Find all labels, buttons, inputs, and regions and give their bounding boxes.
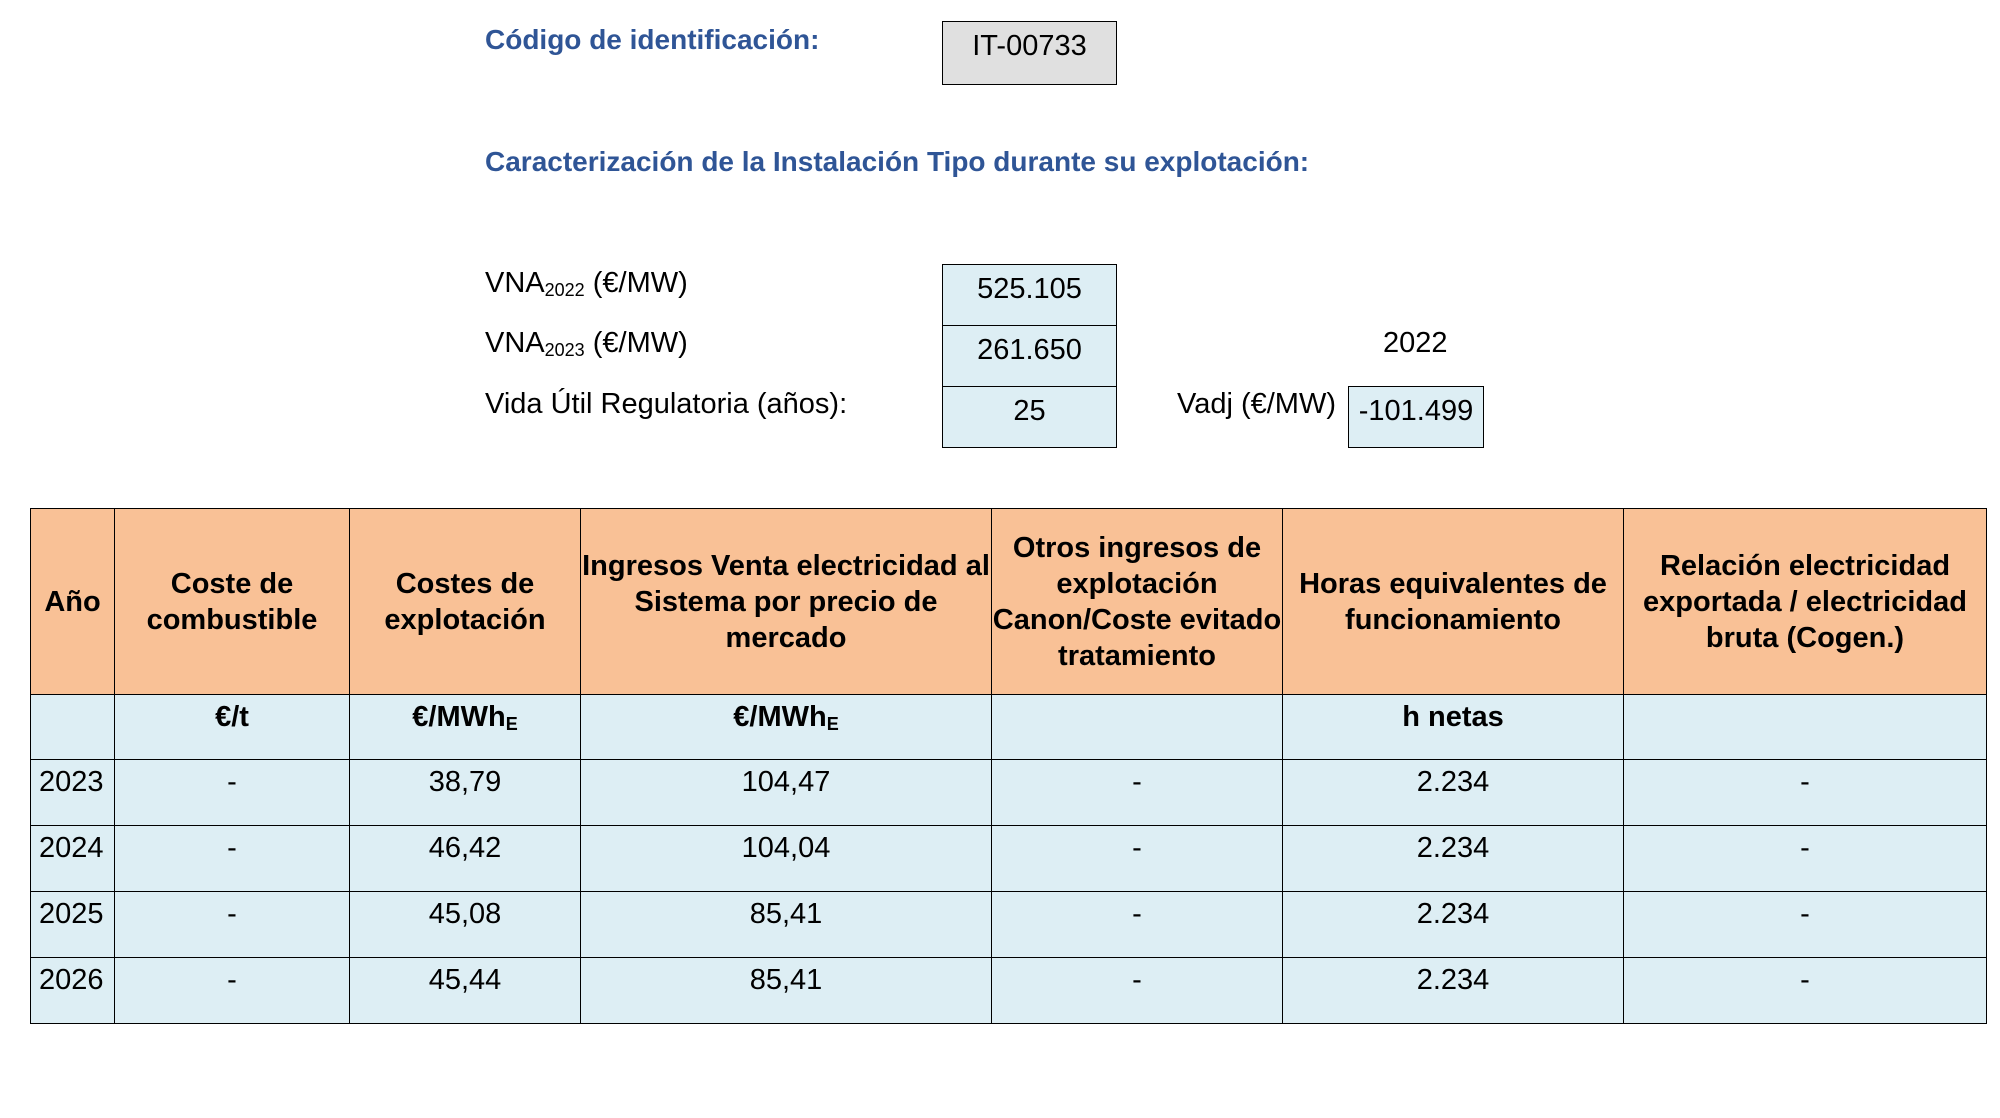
unit-relacion [1623, 694, 1987, 760]
vida-util-value-box: 25 [942, 386, 1117, 448]
cell-year: 2026 [30, 957, 115, 1024]
cell-ingresos: 104,47 [580, 759, 992, 826]
year-note: 2022 [1383, 327, 1448, 359]
col-header-ingresos: Ingresos Venta electricidad al Sistema p… [580, 508, 992, 695]
unit-horas: h netas [1282, 694, 1624, 760]
vna2023-label: VNA2023 (€/MW) [485, 327, 688, 360]
vadj-value-box: -101.499 [1348, 386, 1484, 448]
col-header-relacion: Relación electricidad exportada / electr… [1623, 508, 1987, 695]
cell-relacion: - [1623, 891, 1987, 958]
cell-relacion: - [1623, 957, 1987, 1024]
col-header-horas: Horas equivalentes de funcionamiento [1282, 508, 1624, 695]
table-row: 2025 - 45,08 85,41 - 2.234 - [30, 891, 1987, 958]
vna2022-label: VNA2022 (€/MW) [485, 267, 688, 300]
unit-ano [30, 694, 115, 760]
cell-otros: - [991, 957, 1283, 1024]
explotacion-table: Año Coste de combustible Costes de explo… [30, 508, 1987, 1024]
cell-combustible: - [114, 891, 350, 958]
vadj-label: Vadj (€/MW) [1177, 388, 1336, 420]
table-row: 2026 - 45,44 85,41 - 2.234 - [30, 957, 1987, 1024]
cell-costes: 46,42 [349, 825, 581, 892]
cell-otros: - [991, 825, 1283, 892]
vida-util-label: Vida Útil Regulatoria (años): [485, 388, 848, 420]
col-header-combustible: Coste de combustible [114, 508, 350, 695]
table-row: 2024 - 46,42 104,04 - 2.234 - [30, 825, 1987, 892]
col-header-costes: Costes de explotación [349, 508, 581, 695]
cell-horas: 2.234 [1282, 759, 1624, 826]
cell-year: 2025 [30, 891, 115, 958]
cell-costes: 38,79 [349, 759, 581, 826]
unit-combustible: €/t [114, 694, 350, 760]
vna2023-value: 261.650 [977, 334, 1082, 366]
cell-year: 2023 [30, 759, 115, 826]
section-title: Caracterización de la Instalación Tipo d… [485, 146, 1310, 177]
cell-year: 2024 [30, 825, 115, 892]
unit-otros [991, 694, 1283, 760]
vna2022-value-box: 525.105 [942, 264, 1117, 326]
cell-combustible: - [114, 825, 350, 892]
code-value-box: IT-00733 [942, 21, 1117, 85]
cell-otros: - [991, 891, 1283, 958]
vida-util-value: 25 [1013, 395, 1046, 427]
cell-ingresos: 85,41 [580, 957, 992, 1024]
cell-horas: 2.234 [1282, 957, 1624, 1024]
code-label: Código de identificación: [485, 24, 820, 55]
vna2022-value: 525.105 [977, 273, 1082, 305]
unit-ingresos: €/MWhE [580, 694, 992, 760]
cell-combustible: - [114, 957, 350, 1024]
vadj-value: -101.499 [1358, 395, 1474, 427]
col-header-ano: Año [30, 508, 115, 695]
table-header-row: Año Coste de combustible Costes de explo… [30, 508, 1987, 695]
cell-horas: 2.234 [1282, 825, 1624, 892]
units-row: €/t €/MWhE €/MWhE h netas [30, 694, 1987, 760]
unit-costes: €/MWhE [349, 694, 581, 760]
table-row: 2023 - 38,79 104,47 - 2.234 - [30, 759, 1987, 826]
cell-relacion: - [1623, 825, 1987, 892]
cell-relacion: - [1623, 759, 1987, 826]
cell-ingresos: 104,04 [580, 825, 992, 892]
cell-costes: 45,08 [349, 891, 581, 958]
cell-combustible: - [114, 759, 350, 826]
vna2023-value-box: 261.650 [942, 325, 1117, 387]
col-header-otros: Otros ingresos de explotación Canon/Cost… [991, 508, 1283, 695]
cell-costes: 45,44 [349, 957, 581, 1024]
code-value: IT-00733 [972, 30, 1087, 62]
cell-otros: - [991, 759, 1283, 826]
cell-ingresos: 85,41 [580, 891, 992, 958]
cell-horas: 2.234 [1282, 891, 1624, 958]
